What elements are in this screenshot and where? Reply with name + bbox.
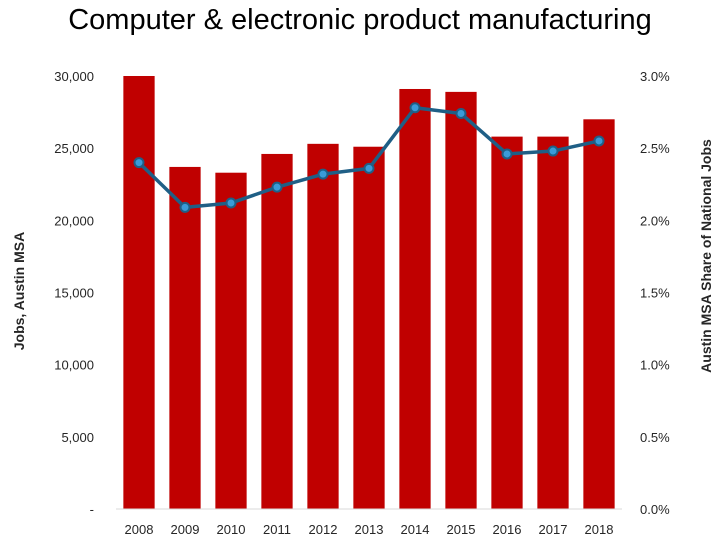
- x-tick-label: 2017: [539, 522, 568, 537]
- y2-tick-label: 0.5%: [640, 430, 670, 445]
- y-tick-label: 5,000: [61, 430, 94, 445]
- bar-2011: [261, 153, 293, 509]
- bar-2010: [215, 172, 247, 509]
- x-tick-label: 2009: [171, 522, 200, 537]
- bar-2012: [307, 143, 339, 509]
- y2-tick-label: 2.5%: [640, 141, 670, 156]
- y2-axis-title: Austin MSA Share of National Jobs: [698, 139, 714, 373]
- y2-tick-label: 3.0%: [640, 69, 670, 84]
- line-point-2012: [317, 168, 329, 180]
- x-tick-label: 2018: [585, 522, 614, 537]
- line-point-2018: [593, 135, 605, 147]
- line-point-2016: [501, 148, 513, 160]
- x-tick-label: 2014: [401, 522, 430, 537]
- x-tick-label: 2016: [493, 522, 522, 537]
- bar-2015: [445, 91, 477, 510]
- x-tick-label: 2015: [447, 522, 476, 537]
- bar-2008: [123, 76, 155, 509]
- line-point-2009: [179, 201, 191, 213]
- line-point-2017: [547, 145, 559, 157]
- chart-title: Computer & electronic product manufactur…: [68, 4, 652, 36]
- y-tick-label: -: [90, 502, 94, 517]
- line-point-2008: [133, 157, 145, 169]
- y-tick-label: 10,000: [54, 358, 94, 373]
- bar-2013: [353, 146, 385, 509]
- line-point-2013: [363, 162, 375, 174]
- y-tick-label: 20,000: [54, 213, 94, 228]
- x-tick-label: 2008: [125, 522, 154, 537]
- y2-tick-label: 2.0%: [640, 213, 670, 228]
- bar-2017: [537, 136, 569, 509]
- y2-tick-label: 1.5%: [640, 286, 670, 301]
- y2-tick-label: 1.0%: [640, 358, 670, 373]
- bar-2009: [169, 166, 201, 509]
- x-tick-label: 2013: [355, 522, 384, 537]
- x-tick-label: 2011: [263, 522, 291, 537]
- line-point-2011: [271, 181, 283, 193]
- bar-2018: [583, 119, 615, 510]
- line-point-2014: [409, 102, 421, 114]
- y-tick-label: 30,000: [54, 69, 94, 84]
- bar-2016: [491, 136, 523, 509]
- bar-2014: [399, 88, 431, 510]
- y2-tick-label: 0.0%: [640, 502, 670, 517]
- line-point-2015: [455, 108, 467, 120]
- y-tick-label: 15,000: [54, 286, 94, 301]
- y-tick-label: 25,000: [54, 141, 94, 156]
- y-axis-title: Jobs, Austin MSA: [11, 232, 27, 351]
- x-tick-label: 2012: [309, 522, 338, 537]
- line-point-2010: [225, 197, 237, 209]
- x-tick-label: 2010: [217, 522, 246, 537]
